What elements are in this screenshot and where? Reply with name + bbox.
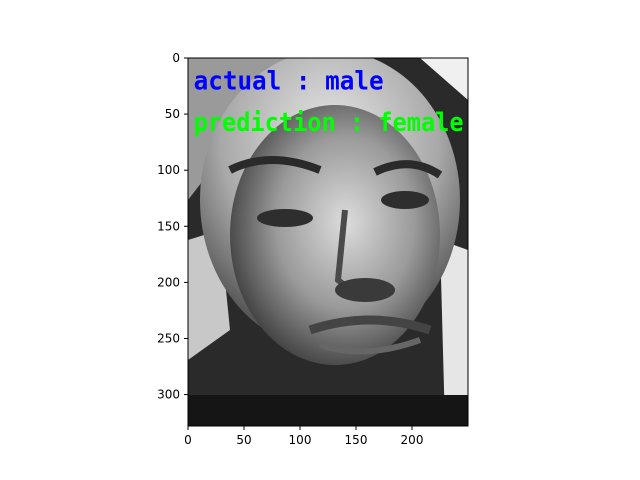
y-tick-label: 200: [157, 275, 180, 289]
y-tick-label: 250: [157, 331, 180, 345]
y-tick-label: 300: [157, 388, 180, 402]
x-axis: 0 50 100 150 200: [184, 426, 423, 447]
axes-frame: [187, 57, 469, 427]
prediction-label: prediction : female: [194, 108, 464, 138]
x-tick-label: 0: [184, 433, 192, 447]
y-tick-label: 150: [157, 219, 180, 233]
actual-label: actual : male: [194, 66, 384, 96]
x-tick-label: 50: [236, 433, 251, 447]
x-tick-label: 100: [289, 433, 312, 447]
x-tick-label: 200: [401, 433, 424, 447]
overlay-annotations: actual : male prediction : female: [194, 66, 464, 138]
y-tick-label: 0: [172, 51, 180, 65]
y-axis: 0 50 100 150 200 250 300: [157, 51, 188, 402]
x-tick-label: 150: [345, 433, 368, 447]
y-tick-label: 50: [165, 107, 180, 121]
y-tick-label: 100: [157, 163, 180, 177]
face-image: [188, 58, 468, 426]
